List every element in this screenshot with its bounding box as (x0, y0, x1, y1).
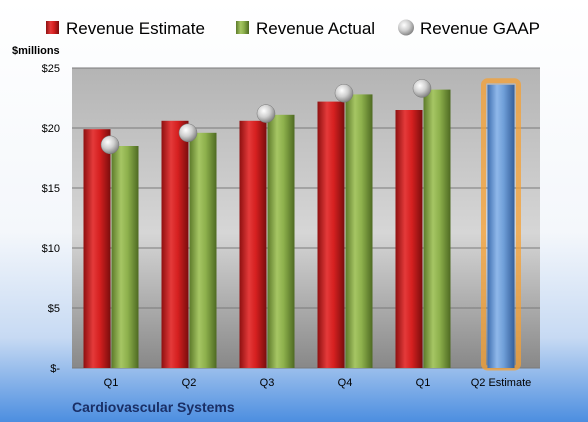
legend-label-revenue-estimate: Revenue Estimate (66, 19, 205, 38)
y-tick-label: $15 (42, 183, 60, 195)
gaap-marker (334, 83, 354, 103)
bar-revenue-actual (267, 114, 295, 368)
bar-revenue-estimate (317, 101, 345, 368)
gaap-marker (412, 79, 432, 98)
bars (83, 78, 521, 371)
legend-label-revenue-gaap: Revenue GAAP (420, 19, 540, 38)
bar-revenue-estimate (83, 129, 111, 368)
y-tick-labels: $- $5 $10 $15 $20 $25 (42, 63, 61, 375)
gaap-markers (100, 79, 432, 155)
legend-item-revenue-estimate: Revenue Estimate (46, 19, 205, 38)
bar-revenue-estimate (239, 120, 267, 368)
company-name: Cardiovascular Systems (72, 399, 235, 415)
y-tick-label: $10 (42, 243, 60, 255)
bar-revenue-actual (111, 146, 139, 368)
y-tick-label: $20 (42, 123, 60, 135)
bar-revenue-estimate (395, 110, 423, 368)
x-tick-labels: Q1 Q2 Q3 Q4 Q1 Q2 Estimate (104, 377, 532, 389)
legend: Revenue Estimate Revenue Actual Revenue … (46, 19, 540, 38)
x-tick-label: Q4 (338, 377, 353, 389)
gaap-marker (256, 104, 276, 123)
gaap-marker (178, 123, 198, 143)
y-tick-label: $5 (48, 303, 60, 315)
x-tick-label: Q1 (104, 377, 119, 389)
x-tick-label: Q2 Estimate (471, 377, 532, 389)
gaap-marker (100, 135, 120, 155)
x-tick-label: Q1 (416, 377, 431, 389)
legend-item-revenue-actual: Revenue Actual (236, 19, 375, 38)
x-tick-label: Q3 (260, 377, 275, 389)
bar-revenue-estimate (161, 120, 189, 368)
y-tick-label: $25 (42, 63, 60, 75)
bar-revenue-actual (189, 132, 217, 368)
legend-swatch-red (46, 21, 59, 34)
bar-revenue-estimate-forecast (487, 84, 515, 369)
plot-area (72, 68, 540, 368)
legend-item-revenue-gaap: Revenue GAAP (398, 19, 540, 38)
legend-swatch-gaap (398, 19, 414, 36)
bar-revenue-actual (423, 89, 451, 368)
x-tick-label: Q2 (182, 377, 197, 389)
legend-label-revenue-actual: Revenue Actual (256, 19, 375, 38)
bar-revenue-actual (345, 94, 373, 369)
legend-swatch-green (236, 21, 249, 34)
y-axis-label: $millions (12, 45, 60, 57)
gridlines (72, 67, 540, 369)
y-tick-label: $- (50, 363, 60, 375)
